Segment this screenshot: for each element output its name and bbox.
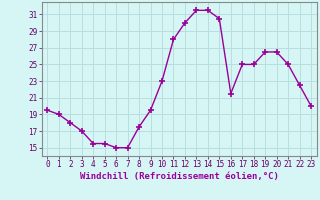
X-axis label: Windchill (Refroidissement éolien,°C): Windchill (Refroidissement éolien,°C) (80, 172, 279, 181)
